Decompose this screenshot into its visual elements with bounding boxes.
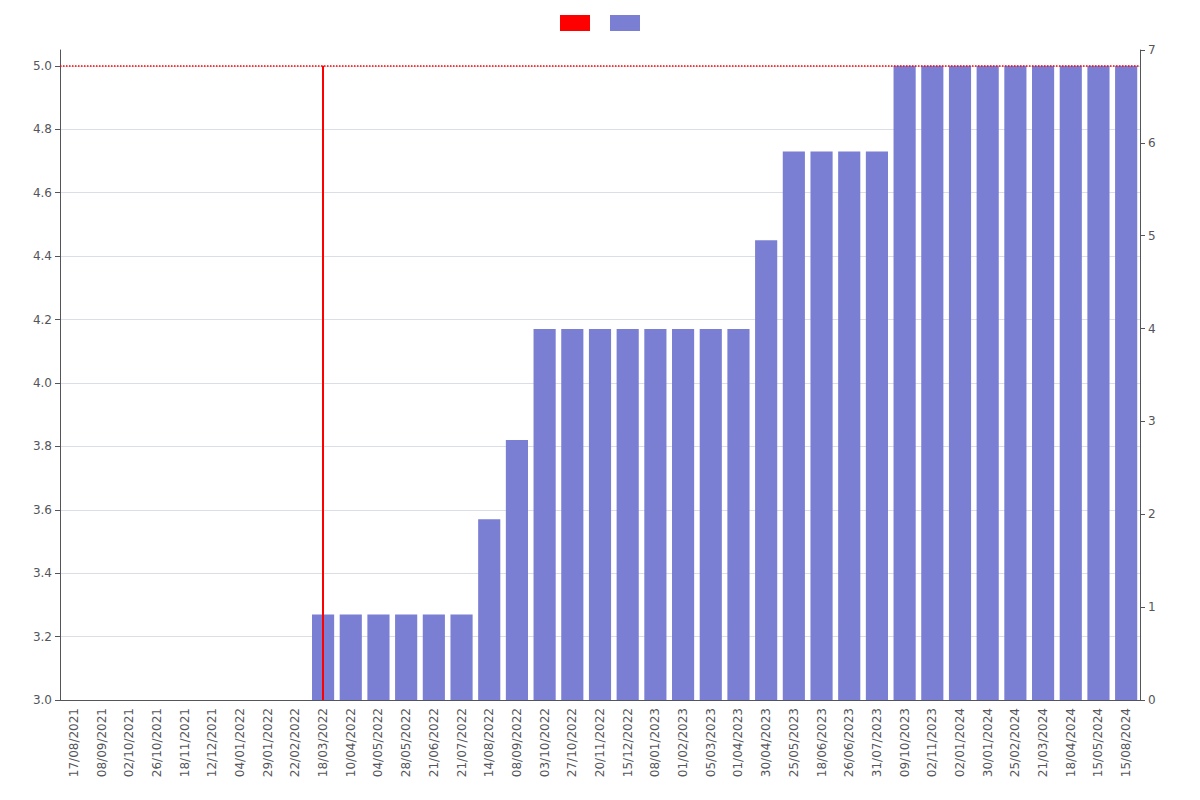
svg-text:26/10/2021: 26/10/2021 xyxy=(150,708,164,777)
svg-text:31/07/2023: 31/07/2023 xyxy=(870,708,884,777)
svg-text:02/01/2024: 02/01/2024 xyxy=(953,708,967,777)
svg-text:3: 3 xyxy=(1148,414,1156,428)
svg-text:3.4: 3.4 xyxy=(33,566,52,580)
svg-text:7: 7 xyxy=(1148,43,1156,57)
svg-text:4.2: 4.2 xyxy=(33,313,52,327)
svg-text:6: 6 xyxy=(1148,136,1156,150)
svg-text:10/04/2022: 10/04/2022 xyxy=(344,708,358,777)
svg-text:3.2: 3.2 xyxy=(33,630,52,644)
svg-text:30/04/2023: 30/04/2023 xyxy=(759,708,773,777)
svg-text:17/08/2021: 17/08/2021 xyxy=(67,708,81,777)
svg-text:15/12/2022: 15/12/2022 xyxy=(621,708,635,777)
svg-text:4.4: 4.4 xyxy=(33,249,52,263)
svg-text:08/01/2023: 08/01/2023 xyxy=(648,708,662,777)
svg-text:21/07/2022: 21/07/2022 xyxy=(455,708,469,777)
svg-text:04/01/2022: 04/01/2022 xyxy=(233,708,247,777)
svg-text:25/02/2024: 25/02/2024 xyxy=(1008,708,1022,777)
svg-text:3.6: 3.6 xyxy=(33,503,52,517)
svg-text:21/03/2024: 21/03/2024 xyxy=(1036,708,1050,777)
svg-text:08/09/2022: 08/09/2022 xyxy=(510,708,524,777)
svg-text:18/03/2022: 18/03/2022 xyxy=(316,708,330,777)
svg-text:26/06/2023: 26/06/2023 xyxy=(842,708,856,777)
svg-text:4.0: 4.0 xyxy=(33,376,52,390)
svg-text:18/06/2023: 18/06/2023 xyxy=(815,708,829,777)
svg-text:05/03/2023: 05/03/2023 xyxy=(704,708,718,777)
svg-text:04/05/2022: 04/05/2022 xyxy=(371,708,385,777)
svg-text:1: 1 xyxy=(1148,600,1156,614)
svg-text:22/02/2022: 22/02/2022 xyxy=(288,708,302,777)
svg-text:4.8: 4.8 xyxy=(33,122,52,136)
svg-text:01/04/2023: 01/04/2023 xyxy=(731,708,745,777)
svg-text:4: 4 xyxy=(1148,322,1156,336)
svg-text:27/10/2022: 27/10/2022 xyxy=(565,708,579,777)
svg-text:08/09/2021: 08/09/2021 xyxy=(95,708,109,777)
svg-text:5: 5 xyxy=(1148,229,1156,243)
svg-text:01/02/2023: 01/02/2023 xyxy=(676,708,690,777)
svg-text:12/12/2021: 12/12/2021 xyxy=(205,708,219,777)
svg-text:3.8: 3.8 xyxy=(33,439,52,453)
svg-text:2: 2 xyxy=(1148,507,1156,521)
svg-text:0: 0 xyxy=(1148,693,1156,707)
svg-text:09/10/2023: 09/10/2023 xyxy=(898,708,912,777)
svg-text:25/05/2023: 25/05/2023 xyxy=(787,708,801,777)
svg-text:18/11/2021: 18/11/2021 xyxy=(178,708,192,777)
svg-text:14/08/2022: 14/08/2022 xyxy=(482,708,496,777)
svg-text:5.0: 5.0 xyxy=(33,59,52,73)
svg-text:15/08/2024: 15/08/2024 xyxy=(1119,708,1133,777)
svg-text:15/05/2024: 15/05/2024 xyxy=(1091,708,1105,777)
svg-text:21/06/2022: 21/06/2022 xyxy=(427,708,441,777)
svg-text:18/04/2024: 18/04/2024 xyxy=(1064,708,1078,777)
svg-text:3.0: 3.0 xyxy=(33,693,52,707)
svg-text:28/05/2022: 28/05/2022 xyxy=(399,708,413,777)
svg-text:03/10/2022: 03/10/2022 xyxy=(538,708,552,777)
svg-text:02/10/2021: 02/10/2021 xyxy=(122,708,136,777)
svg-text:4.6: 4.6 xyxy=(33,186,52,200)
svg-text:20/11/2022: 20/11/2022 xyxy=(593,708,607,777)
svg-text:02/11/2023: 02/11/2023 xyxy=(925,708,939,777)
svg-text:29/01/2022: 29/01/2022 xyxy=(261,708,275,777)
svg-text:30/01/2024: 30/01/2024 xyxy=(981,708,995,777)
